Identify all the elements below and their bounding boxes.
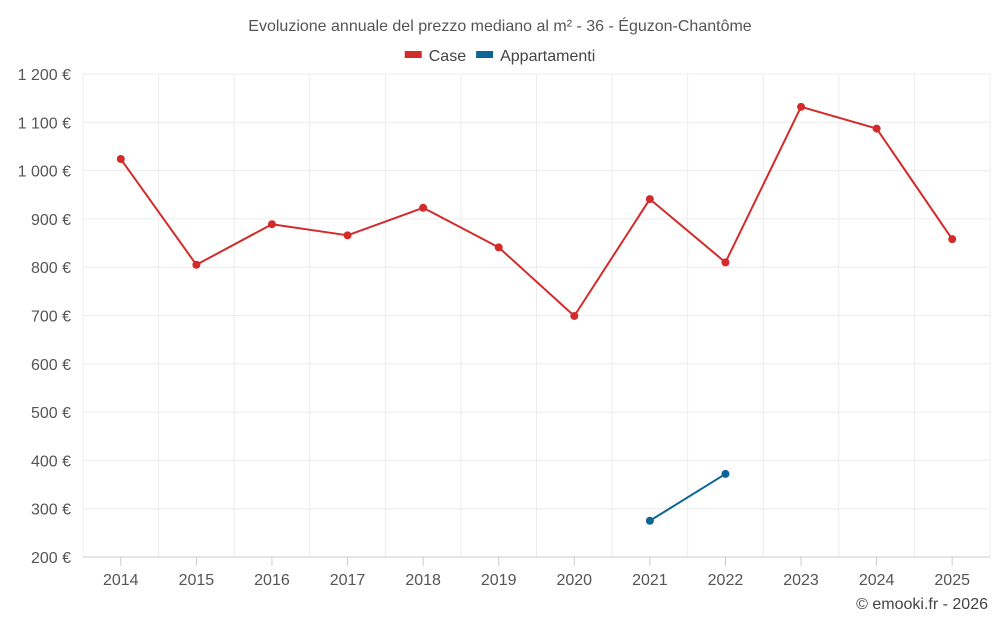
legend-item-case[interactable]: Case [404, 48, 466, 65]
data-point[interactable] [721, 469, 730, 478]
chart-title: Evoluzione annuale del prezzo mediano al… [248, 16, 752, 35]
y-tick-label: 600 € [31, 357, 71, 374]
y-tick-label: 500 € [31, 405, 71, 422]
data-point[interactable] [797, 102, 806, 111]
data-point[interactable] [116, 155, 125, 164]
y-tick-label: 1 000 € [18, 164, 71, 181]
x-tick-label: 2023 [783, 572, 819, 589]
legend-label: Appartamenti [500, 48, 595, 65]
series-case [116, 102, 957, 320]
y-tick-label: 300 € [31, 502, 71, 519]
data-point[interactable] [494, 243, 503, 252]
data-point[interactable] [721, 258, 730, 267]
legend-item-appartamenti[interactable]: Appartamenti [476, 48, 595, 65]
credit-text: © emooki.fr - 2026 [856, 596, 988, 613]
series-line [119, 105, 954, 317]
data-point[interactable] [267, 220, 276, 229]
y-tick-label: 1 100 € [18, 115, 71, 132]
legend: Case Appartamenti [404, 48, 595, 65]
x-tick-label: 2019 [481, 572, 517, 589]
y-tick-label: 1 200 € [18, 67, 71, 84]
y-tick-label: 900 € [31, 212, 71, 229]
data-point[interactable] [192, 260, 201, 269]
y-tick-label: 200 € [31, 550, 71, 567]
x-tick-label: 2024 [859, 572, 895, 589]
legend-swatch [404, 51, 422, 58]
y-tick-label: 700 € [31, 309, 71, 326]
x-tick-label: 2014 [103, 572, 139, 589]
data-point[interactable] [570, 311, 579, 320]
data-point[interactable] [872, 124, 881, 133]
grid [82, 73, 991, 557]
y-tick-label: 400 € [31, 453, 71, 470]
x-tick-label: 2018 [405, 572, 441, 589]
series-appartamenti [645, 469, 730, 525]
x-tick-label: 2022 [708, 572, 744, 589]
series-line [649, 473, 726, 522]
data-point[interactable] [645, 195, 654, 204]
y-tick-label: 800 € [31, 260, 71, 277]
x-tick-label: 2015 [179, 572, 215, 589]
legend-label: Case [429, 48, 466, 65]
x-tick-label: 2020 [556, 572, 592, 589]
data-point[interactable] [948, 235, 957, 244]
data-point[interactable] [419, 203, 428, 212]
legend-swatch [476, 51, 494, 58]
x-tick-label: 2017 [330, 572, 366, 589]
x-tick-label: 2025 [934, 572, 970, 589]
data-point[interactable] [645, 516, 654, 525]
x-tick-label: 2021 [632, 572, 668, 589]
data-point[interactable] [343, 231, 352, 240]
x-tick-label: 2016 [254, 572, 290, 589]
axes: 200 € 300 € 400 € 500 € 600 € 700 € 800 € 900 €… [18, 67, 990, 589]
series [116, 102, 957, 525]
